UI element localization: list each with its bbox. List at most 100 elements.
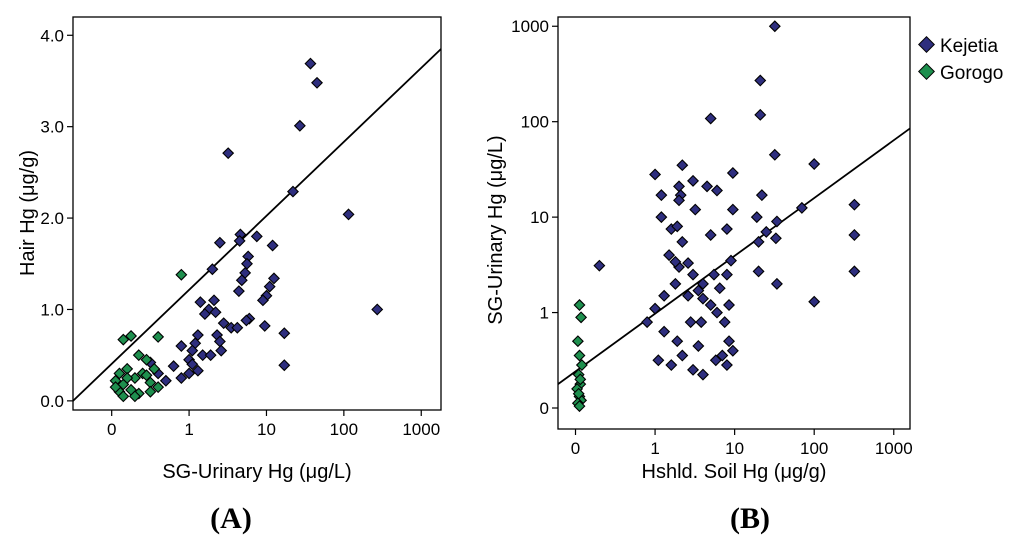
y-tick-label-b-4: 1000 [511,17,549,36]
point-b-kejetia-50 [658,325,671,338]
point-b-gorogo-12 [572,387,585,400]
point-b-kejetia-26 [760,225,773,238]
point-a-kejetia-52 [175,372,188,384]
y-tick-label-a-1: 1.0 [40,300,64,319]
y-tick-label-a-3: 3.0 [40,118,64,137]
point-a-kejetia-38 [196,349,209,362]
point-b-kejetia-37 [687,268,700,281]
point-b-kejetia-15 [673,194,685,207]
point-b-gorogo-13 [574,373,587,386]
point-b-kejetia-56 [718,316,731,329]
point-a-kejetia-15 [206,263,219,276]
legend-marker-kejetia [918,36,935,53]
panel-label-b: (B) [730,502,770,535]
points-a [109,57,384,403]
point-a-gorogo-19 [128,390,141,403]
point-a-kejetia-0 [304,57,317,70]
x-tick-label-b-3: 100 [800,439,828,458]
point-b-kejetia-2 [704,112,717,125]
legend-label-gorogo: Gorogo [940,63,1003,84]
point-b-kejetia-66 [593,259,606,272]
point-a-kejetia-35 [186,344,199,357]
point-a-kejetia-49 [159,374,172,387]
legend-label-kejetia: Kejetia [940,36,999,57]
point-b-kejetia-32 [752,235,765,248]
point-b-kejetia-63 [716,349,729,362]
point-b-kejetia-64 [720,359,733,372]
point-b-kejetia-34 [682,257,695,270]
point-b-kejetia-17 [655,211,668,224]
point-b-kejetia-6 [676,159,689,172]
point-a-gorogo-4 [140,353,153,366]
point-a-kejetia-39 [204,349,217,362]
point-b-kejetia-8 [701,180,714,193]
point-b-kejetia-22 [676,235,689,248]
point-b-kejetia-65 [726,344,739,357]
point-a-kejetia-19 [198,308,211,321]
point-b-kejetia-4 [768,148,781,161]
point-a-kejetia-2 [293,119,306,132]
point-b-kejetia-49 [649,302,662,315]
point-b-kejetia-23 [704,229,717,241]
point-b-kejetia-14 [655,189,668,202]
point-a-kejetia-22 [263,280,276,293]
point-b-kejetia-71 [808,295,821,308]
point-b-kejetia-45 [692,284,705,297]
point-b-gorogo-4 [575,359,588,372]
point-b-kejetia-61 [696,368,709,381]
point-a-gorogo-21 [140,369,153,382]
point-a-kejetia-6 [250,230,263,243]
point-b-kejetia-70 [770,277,783,290]
point-b-gorogo-3 [573,349,586,362]
point-b-kejetia-0 [768,20,781,33]
point-b-kejetia-41 [725,254,737,267]
regression-line-a [72,48,442,402]
y-axis-label-b: SG-Urinary Hg (μg/L) [485,135,507,324]
y-tick-label-b-2: 10 [530,208,549,227]
point-b-kejetia-36 [669,255,682,268]
point-b-kejetia-52 [684,316,697,329]
point-a-gorogo-2 [125,329,138,342]
axis-ticks-a: 0 1 10 100 1000 0.0 1.0 2.0 3.0 4.0 [40,26,440,439]
point-a-gorogo-1 [117,333,130,346]
y-tick-label-a-2: 2.0 [40,209,64,228]
x-tick-label-a-1: 1 [184,420,193,439]
point-a-gorogo-18 [117,390,130,403]
point-b-kejetia-55 [711,306,723,319]
point-a-kejetia-45 [371,303,384,316]
point-a-kejetia-44 [342,208,355,221]
point-a-kejetia-24 [256,294,269,307]
point-b-kejetia-54 [704,299,717,311]
point-a-kejetia-3 [222,147,235,160]
point-a-gorogo-20 [144,385,157,398]
point-a-kejetia-40 [215,344,228,357]
point-b-kejetia-24 [720,223,733,236]
point-b-kejetia-35 [663,249,676,262]
point-a-kejetia-34 [175,340,188,353]
point-b-kejetia-46 [696,292,709,305]
point-b-kejetia-48 [723,299,735,311]
point-a-gorogo-17 [109,381,122,394]
point-a-kejetia-43 [278,359,291,372]
x-tick-label-a-2: 10 [257,420,276,439]
point-a-kejetia-7 [213,236,226,249]
point-a-kejetia-48 [191,364,204,377]
point-b-kejetia-19 [755,189,768,202]
y-tick-label-a-4: 4.0 [40,26,64,45]
point-b-kejetia-40 [720,268,733,281]
point-b-kejetia-16 [689,203,702,216]
point-b-gorogo-0 [573,299,586,311]
point-a-gorogo-22 [121,372,134,384]
x-tick-label-b-0: 0 [571,439,580,458]
point-b-kejetia-9 [711,184,723,197]
point-b-kejetia-39 [707,268,720,281]
y-tick-label-b-0: 0 [540,399,549,418]
point-b-kejetia-59 [676,349,689,362]
point-a-kejetia-14 [232,285,245,298]
point-b-kejetia-29 [848,198,861,211]
point-b-kejetia-57 [723,335,735,348]
point-a-kejetia-1 [311,76,323,89]
x-axis-label-b: Hshld. Soil Hg (μg/g) [642,461,827,483]
plot-frame-b [557,16,911,430]
point-a-kejetia-26 [240,314,253,327]
